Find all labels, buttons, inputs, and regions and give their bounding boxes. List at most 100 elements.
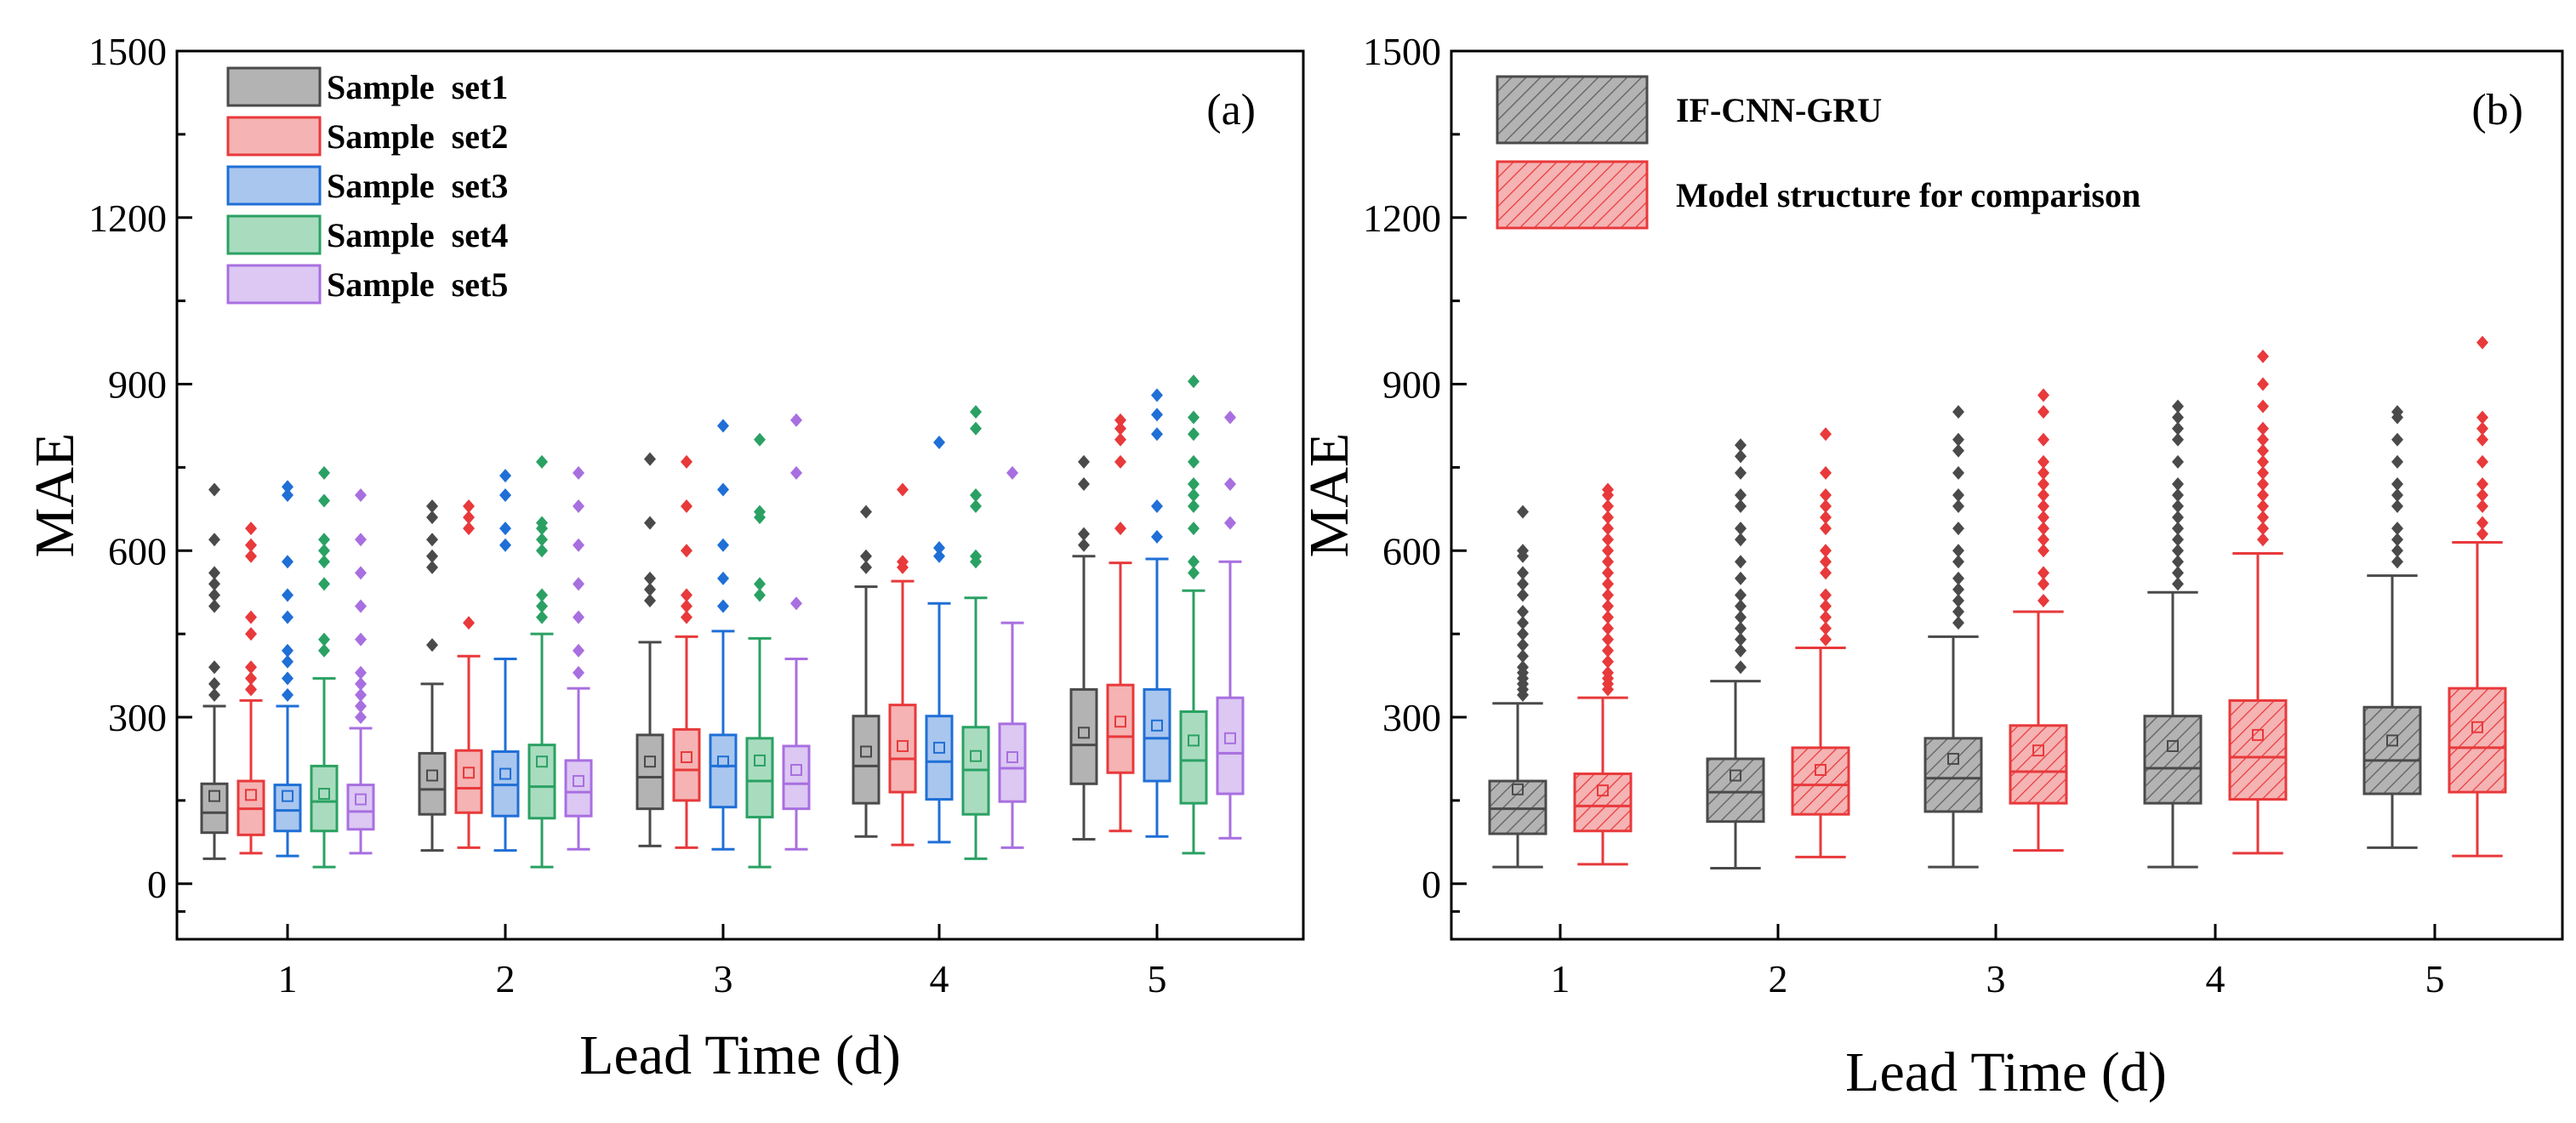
box-group bbox=[672, 454, 701, 849]
y-tick-label: 1500 bbox=[1363, 30, 1441, 73]
outlier-point bbox=[2476, 432, 2488, 447]
outlier-point bbox=[536, 533, 548, 547]
box bbox=[782, 744, 811, 811]
outlier-point bbox=[970, 405, 982, 419]
box bbox=[2448, 687, 2507, 794]
outlier-point bbox=[2172, 577, 2184, 591]
outlier-point bbox=[1735, 438, 1747, 453]
outlier-point bbox=[1602, 499, 1614, 514]
outlier-point bbox=[355, 488, 367, 502]
y-tick-labels-b: 0 300 600 900 1200 1500 bbox=[1363, 30, 1441, 906]
outlier-point bbox=[208, 676, 220, 691]
outlier-point bbox=[897, 482, 909, 497]
box bbox=[2362, 705, 2422, 795]
mean-marker bbox=[318, 788, 330, 801]
x-axis-title-b: Lead Time (d) bbox=[1845, 1041, 2167, 1103]
outlier-point bbox=[1952, 571, 1964, 585]
outlier-point bbox=[2257, 443, 2269, 458]
outlier-point bbox=[1952, 555, 1964, 569]
outlier-point bbox=[208, 482, 220, 497]
outlier-point bbox=[2391, 522, 2403, 536]
outlier-point bbox=[1151, 388, 1163, 402]
outlier-point bbox=[1602, 566, 1614, 580]
box-group bbox=[709, 419, 738, 851]
outlier-point bbox=[1188, 488, 1200, 502]
box bbox=[454, 749, 483, 814]
mean-marker bbox=[2252, 728, 2264, 741]
outlier-point bbox=[355, 533, 367, 547]
box-group bbox=[454, 499, 483, 849]
outlier-point bbox=[2391, 405, 2403, 419]
box-group bbox=[1706, 438, 1765, 869]
outlier-point bbox=[573, 665, 584, 680]
mean-marker bbox=[1597, 784, 1609, 797]
legend-swatch bbox=[226, 116, 322, 157]
x-tick-label: 1 bbox=[1551, 957, 1570, 1000]
outlier-point bbox=[1952, 443, 1964, 458]
y-ticks-a bbox=[177, 49, 192, 913]
outlier-point bbox=[681, 599, 692, 613]
outlier-point bbox=[2391, 544, 2403, 558]
mean-marker bbox=[245, 789, 257, 801]
outlier-point bbox=[1735, 632, 1747, 647]
outlier-point bbox=[2257, 399, 2269, 413]
outlier-point bbox=[2257, 476, 2269, 491]
outlier-point bbox=[2172, 544, 2184, 558]
outlier-point bbox=[1078, 527, 1090, 541]
outlier-point bbox=[536, 516, 548, 530]
box-group bbox=[346, 488, 375, 855]
outlier-point bbox=[970, 421, 982, 436]
boxes-a bbox=[200, 374, 1245, 869]
outlier-point bbox=[1820, 599, 1832, 613]
outlier-point bbox=[1078, 538, 1090, 552]
outlier-point bbox=[208, 577, 220, 591]
outlier-point bbox=[2476, 410, 2488, 425]
outlier-point bbox=[245, 549, 257, 563]
outlier-point bbox=[860, 549, 872, 563]
outlier-point bbox=[355, 599, 367, 613]
outlier-point bbox=[318, 632, 330, 647]
outlier-point bbox=[536, 610, 548, 624]
box-group bbox=[1106, 413, 1135, 833]
outlier-point bbox=[1602, 643, 1614, 658]
outlier-point bbox=[2476, 335, 2488, 350]
outlier-point bbox=[355, 698, 367, 713]
outlier-point bbox=[499, 488, 511, 502]
box bbox=[1706, 757, 1765, 824]
outlier-point bbox=[1952, 593, 1964, 607]
outlier-point bbox=[933, 436, 945, 450]
outlier-point bbox=[717, 571, 729, 585]
outlier-point bbox=[2037, 544, 2049, 558]
outlier-point bbox=[208, 533, 220, 547]
outlier-point bbox=[1735, 599, 1747, 613]
outlier-point bbox=[2172, 476, 2184, 491]
outlier-point bbox=[1952, 522, 1964, 536]
box bbox=[1791, 746, 1850, 816]
outlier-point bbox=[2172, 421, 2184, 436]
legend-label: Sample set2 bbox=[327, 117, 508, 156]
outlier-point bbox=[318, 555, 330, 569]
outlier-point bbox=[1602, 654, 1614, 669]
y-tick-label: 1200 bbox=[88, 197, 167, 240]
outlier-point bbox=[970, 549, 982, 563]
outlier-point bbox=[426, 638, 438, 653]
x-tick-label: 2 bbox=[496, 957, 516, 1000]
outlier-point bbox=[536, 599, 548, 613]
outlier-point bbox=[2037, 388, 2049, 402]
legend-item: Sample set4 bbox=[226, 214, 508, 255]
outlier-point bbox=[2476, 476, 2488, 491]
legend-item: IF-CNN-GRU bbox=[1496, 75, 1882, 145]
outlier-point bbox=[681, 499, 692, 514]
box-group bbox=[1179, 374, 1208, 855]
outlier-point bbox=[1820, 632, 1832, 647]
outlier-point bbox=[1602, 610, 1614, 624]
outlier-point bbox=[1735, 533, 1747, 547]
x-tick-label: 2 bbox=[1769, 957, 1788, 1000]
outlier-point bbox=[2391, 476, 2403, 491]
outlier-point bbox=[754, 432, 766, 447]
box bbox=[745, 737, 774, 818]
outlier-point bbox=[355, 566, 367, 580]
box bbox=[527, 744, 556, 820]
box-group bbox=[745, 432, 774, 869]
y-axis-title-a: MAE bbox=[24, 433, 86, 558]
